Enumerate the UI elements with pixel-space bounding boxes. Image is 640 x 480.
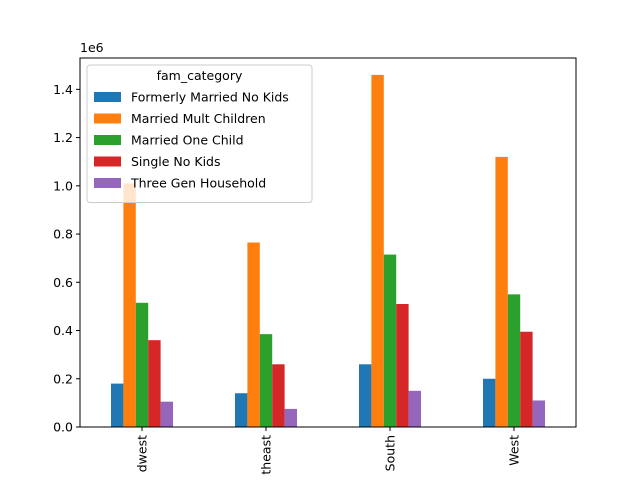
bar-midwest-married-one-child <box>135 302 149 427</box>
y-offset-label: 1e6 <box>80 40 104 55</box>
plot-frame <box>79 57 577 428</box>
bar-west-married-one-child <box>507 294 521 427</box>
bar-midwest-single-no-kids <box>148 340 161 427</box>
bar-midwest-formerly-married-no-kids <box>111 383 124 427</box>
legend-swatch <box>94 156 121 167</box>
y-axis: 0.0 0.2 0.4 0.6 0.8 1.0 1.2 1.4 <box>53 82 80 435</box>
bar-northeast-single-no-kids <box>272 364 285 427</box>
legend-swatch <box>94 113 121 124</box>
legend-item-label: Married Mult Children <box>131 111 266 126</box>
legend-swatch <box>94 135 121 145</box>
legend-item-label: Single No Kids <box>131 154 221 169</box>
bar-west-married-mult-children <box>495 156 508 427</box>
bar-south-married-mult-children <box>371 74 384 427</box>
y-tick-label: 0.2 <box>53 371 73 386</box>
bar-northeast-formerly-married-no-kids <box>235 393 248 427</box>
x-tick-label-northeast: theast <box>259 435 274 475</box>
y-tick-label: 0.8 <box>53 227 73 242</box>
bar-midwest-married-mult-children <box>123 183 136 427</box>
legend-item-label: Three Gen Household <box>130 176 266 191</box>
bar-west-single-no-kids <box>520 331 533 427</box>
legend-item-label: Married One Child <box>131 133 244 148</box>
y-tick-label: 1.4 <box>53 82 73 97</box>
bar-west-three-gen-household <box>532 400 545 427</box>
legend-swatch <box>94 92 121 102</box>
y-tick-label: 0.6 <box>53 275 73 290</box>
legend-swatch <box>94 178 121 188</box>
bar-northeast-married-one-child <box>259 334 273 427</box>
y-tick-label: 0.0 <box>53 420 73 435</box>
legend-title: fam_category <box>157 68 243 83</box>
bar-south-single-no-kids <box>396 304 409 427</box>
x-axis: dwest theast South West <box>135 427 522 475</box>
bar-west-formerly-married-no-kids <box>483 378 496 427</box>
y-tick-label: 0.4 <box>53 323 73 338</box>
bar-northeast-three-gen-household <box>284 408 297 427</box>
x-tick-label-west: West <box>507 435 522 466</box>
bar-midwest-three-gen-household <box>160 401 173 427</box>
bar-south-formerly-married-no-kids <box>359 364 372 427</box>
bars-group <box>111 74 545 427</box>
legend-item-label: Formerly Married No Kids <box>131 90 289 105</box>
bar-south-three-gen-household <box>408 390 421 427</box>
legend-box <box>86 64 313 203</box>
x-tick-label-south: South <box>383 435 398 471</box>
bar-south-married-one-child <box>383 254 397 427</box>
y-tick-label: 1.0 <box>53 178 73 193</box>
bar-northeast-married-mult-children <box>247 242 260 427</box>
x-tick-label-midwest: dwest <box>135 435 150 472</box>
legend: fam_category Formerly Married No Kids Mar… <box>86 64 313 203</box>
y-tick-label: 1.2 <box>53 130 73 145</box>
